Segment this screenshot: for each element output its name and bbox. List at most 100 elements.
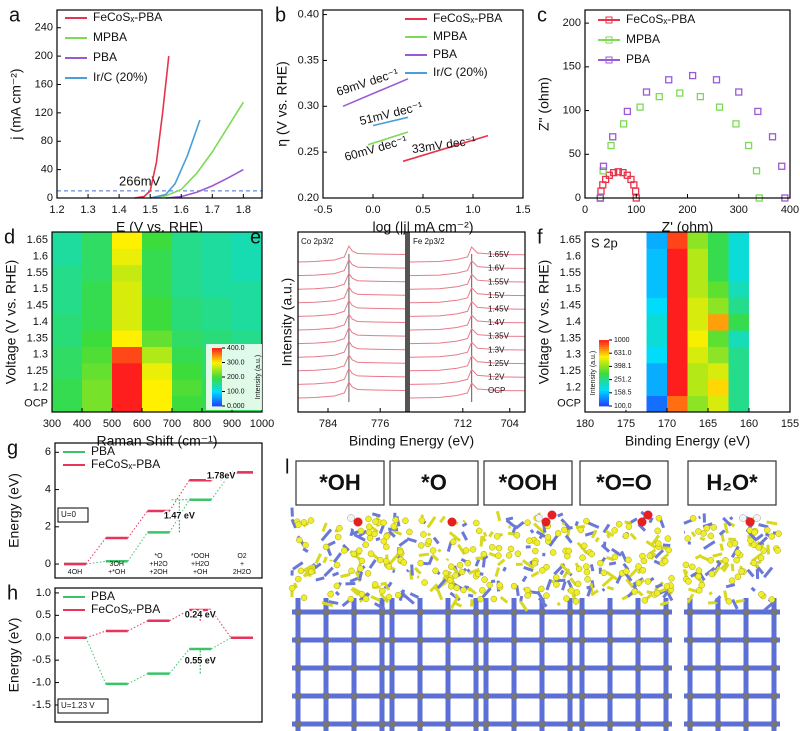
heatmap-cell [626, 313, 647, 331]
heatmap-cell [626, 248, 647, 266]
sulfur-atom [646, 552, 654, 560]
heatmap-cell [687, 346, 709, 364]
colorbar-step [599, 366, 609, 369]
y-tick-label: 1.55 [560, 267, 581, 279]
heatmap-cell [728, 264, 750, 282]
surface-bond [519, 595, 524, 602]
colorbar-step [212, 377, 222, 380]
x-category-label: + [240, 561, 244, 568]
heatmap-cell [112, 379, 143, 397]
x-axis-label: Binding Energy (eV) [625, 433, 750, 449]
heatmap-cell [232, 264, 263, 282]
y-tick-label: 1.0 [36, 587, 51, 599]
heatmap-cell [769, 232, 791, 249]
heatmap-cell [202, 330, 233, 347]
y-tick-label: 1.3 [566, 349, 581, 361]
lattice-atom [351, 637, 357, 643]
sulfur-atom [631, 588, 638, 595]
heatmap-cell [52, 362, 83, 380]
lattice-atom [323, 637, 329, 643]
scatter-point [642, 88, 651, 96]
legend-label: FeCoSₓ-PBA [93, 10, 162, 24]
lattice-atom [295, 693, 301, 699]
panel-label: a [9, 4, 21, 26]
surface-bond [439, 515, 446, 524]
y-tick-label: 80 [41, 135, 53, 147]
sulfur-atom [695, 567, 703, 574]
surface-bond [624, 520, 632, 525]
legend-label: PBA [91, 589, 115, 603]
heatmap-cell [708, 362, 729, 380]
x-tick-label: 170 [658, 418, 676, 430]
heatmap-cell [687, 362, 709, 380]
heatmap-cell [605, 264, 627, 282]
heatmap-cell [82, 313, 113, 331]
heatmap-cell [687, 232, 709, 249]
lattice-atom [663, 721, 669, 727]
legend-label: PBA [433, 47, 457, 61]
heatmap-cell [749, 346, 770, 364]
heatmap-cell [605, 248, 627, 266]
surface-bond [479, 555, 484, 561]
lattice-atom [687, 609, 693, 615]
surface-bond [723, 590, 728, 601]
y-tick-label: 1.65 [27, 234, 48, 246]
surface-bond [530, 590, 539, 595]
lattice-atom [771, 693, 777, 699]
sulfur-atom [460, 586, 467, 594]
sulfur-atom [358, 557, 366, 565]
colorbar-step [212, 371, 222, 374]
sulfur-atom [348, 567, 355, 575]
surface-bond [557, 512, 564, 518]
heatmap-cell [749, 379, 770, 397]
colorbar-step [599, 340, 609, 343]
sulfur-atom [653, 589, 661, 597]
heatmap-cell [52, 395, 83, 413]
heatmap-cell [112, 346, 143, 364]
sulfur-atom [327, 591, 334, 598]
x-axis-label: Raman Shift (cm⁻¹) [97, 433, 218, 449]
lattice-atom [483, 693, 489, 699]
colorbar-step [212, 396, 222, 399]
surface-bond [497, 558, 506, 567]
y-tick-label: 6 [45, 446, 51, 458]
sulfur-atom [480, 550, 488, 558]
heatmap-cell [667, 264, 688, 282]
colorbar-step [599, 342, 609, 345]
sulfur-atom [731, 540, 739, 547]
heatmap-cell [769, 362, 791, 380]
level-connector [169, 479, 190, 512]
spectrum [409, 314, 526, 331]
heatmap-cell [112, 232, 143, 249]
heatmap-cell [232, 330, 263, 347]
oxygen-atom [447, 517, 457, 527]
scatter-point [636, 103, 644, 111]
heatmap-cell [646, 330, 668, 347]
lattice-atom [379, 693, 385, 699]
y-tick-label: OCP [557, 398, 581, 410]
surface-bond [302, 547, 309, 553]
lattice-atom [687, 693, 693, 699]
lattice-atom [351, 609, 357, 615]
sulfur-atom [668, 575, 675, 582]
sulfur-atom [418, 517, 426, 524]
heatmap-cell [667, 330, 688, 347]
scatter-point [752, 167, 761, 175]
x-tick-label: 0.0 [365, 204, 380, 216]
colorbar-step [599, 370, 609, 374]
surface-bond [521, 559, 535, 570]
plot-frame [54, 442, 263, 579]
x-tick-label: 1.4 [111, 204, 126, 216]
surface-bond [418, 552, 430, 558]
heatmap-cell [646, 379, 668, 397]
sulfur-atom [750, 559, 758, 567]
surface-bond [589, 583, 594, 593]
surface-bond [479, 535, 484, 547]
curve-label: 1.2V [488, 373, 505, 382]
surface-bond [370, 595, 381, 602]
surface-bond [594, 536, 600, 543]
sulfur-atom [549, 549, 557, 556]
colorbar-step [212, 373, 222, 376]
scatter-point [688, 71, 697, 80]
heatmap-cell [232, 297, 263, 315]
